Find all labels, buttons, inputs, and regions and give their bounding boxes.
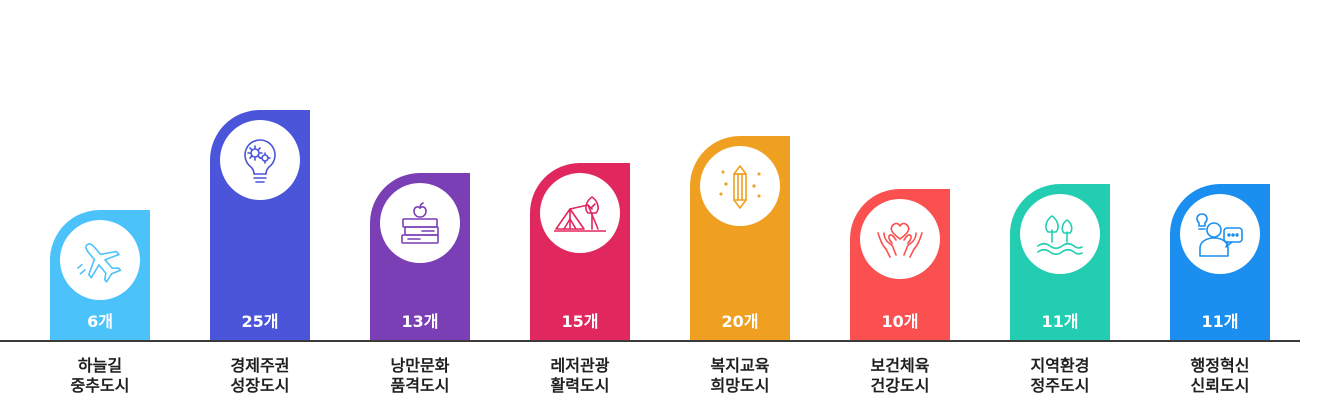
- bar-value-label: 10개: [881, 312, 919, 331]
- bar-value-label: 20개: [721, 312, 759, 331]
- category-label-line2: 품격도시: [390, 376, 450, 395]
- category-label-line1: 경제주권: [230, 356, 290, 375]
- category-label-line2: 신뢰도시: [1190, 376, 1250, 395]
- person-chat-icon: [1180, 194, 1260, 274]
- category-label-line1: 지역환경: [1030, 356, 1090, 375]
- category-label-line2: 중추도시: [70, 376, 130, 395]
- category-label: 행정혁신 신뢰도시: [1150, 356, 1290, 396]
- bar: 11개: [1010, 184, 1110, 340]
- category-label: 낭만문화 품격도시: [350, 356, 490, 396]
- bar-value-label: 11개: [1201, 312, 1239, 331]
- category-label: 보건체육 건강도시: [830, 356, 970, 396]
- bar: 15개: [530, 163, 630, 340]
- category-label-line1: 낭만문화: [390, 356, 450, 375]
- category-label: 지역환경 정주도시: [990, 356, 1130, 396]
- bar: 20개: [690, 136, 790, 340]
- category-label-line1: 하늘길: [77, 356, 123, 375]
- bar-value-label: 11개: [1041, 312, 1079, 331]
- category-label-line2: 정주도시: [1030, 376, 1090, 395]
- bar: 11개: [1170, 184, 1270, 340]
- bar: 10개: [850, 189, 950, 340]
- bar-value-label: 6개: [87, 312, 113, 331]
- bar: 6개: [50, 210, 150, 340]
- trees-water-icon: [1020, 194, 1100, 274]
- category-label-line1: 보건체육: [870, 356, 930, 375]
- bar-value-label: 25개: [241, 312, 279, 331]
- category-label-line2: 성장도시: [230, 376, 290, 395]
- category-label-line2: 활력도시: [550, 376, 610, 395]
- bar: 25개: [210, 110, 310, 340]
- bar-value-label: 15개: [561, 312, 599, 331]
- pencil-icon: [700, 146, 780, 226]
- category-label-line2: 건강도시: [870, 376, 930, 395]
- category-label: 복지교육 희망도시: [670, 356, 810, 396]
- category-label: 레저관광 활력도시: [510, 356, 650, 396]
- hands-heart-icon: [860, 199, 940, 279]
- category-label: 하늘길 중추도시: [30, 356, 170, 396]
- tent-trees-icon: [540, 173, 620, 253]
- lightbulb-gear-icon: [220, 120, 300, 200]
- x-axis-baseline: [0, 340, 1300, 342]
- category-label-line1: 복지교육: [710, 356, 770, 375]
- category-label-line1: 레저관광: [550, 356, 610, 375]
- books-apple-icon: [380, 183, 460, 263]
- category-label: 경제주권 성장도시: [190, 356, 330, 396]
- category-label-line1: 행정혁신: [1190, 356, 1250, 375]
- category-label-line2: 희망도시: [710, 376, 770, 395]
- bar-value-label: 13개: [401, 312, 439, 331]
- airplane-icon: [60, 220, 140, 300]
- bar: 13개: [370, 173, 470, 340]
